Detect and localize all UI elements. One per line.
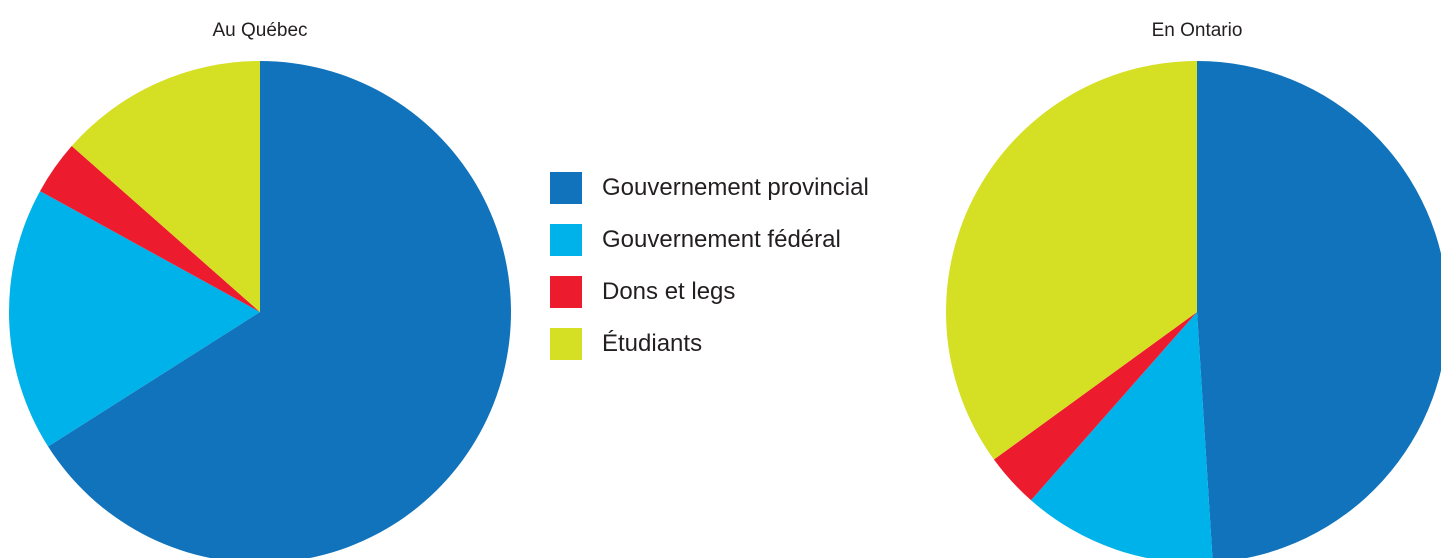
legend: Gouvernement provincial Gouvernement féd… xyxy=(550,172,869,380)
pie-slice-dons-et-legs xyxy=(40,146,260,312)
pie-slice-etudiants xyxy=(946,61,1197,460)
pie-slice-gouvernement-provincial xyxy=(48,61,511,558)
pie-slice-gouvernement-federal xyxy=(9,191,260,447)
legend-swatch-gouvernement-provincial xyxy=(550,172,582,204)
pie-slice-dons-et-legs xyxy=(993,312,1197,501)
legend-item-gouvernement-provincial: Gouvernement provincial xyxy=(550,172,869,204)
legend-swatch-dons-et-legs xyxy=(550,276,582,308)
legend-label: Gouvernement provincial xyxy=(602,174,869,201)
legend-label: Étudiants xyxy=(602,330,703,357)
pie-slice-etudiants xyxy=(71,61,260,312)
legend-item-dons-et-legs: Dons et legs xyxy=(550,276,869,308)
legend-item-etudiants: Étudiants xyxy=(550,328,869,360)
legend-label: Dons et legs xyxy=(602,278,736,305)
legend-swatch-etudiants xyxy=(550,328,582,360)
pie-slice-gouvernement-federal xyxy=(1031,312,1213,558)
legend-label: Gouvernement fédéral xyxy=(602,226,841,253)
pie-slice-gouvernement-provincial xyxy=(1197,61,1441,558)
pie-title-ontario: En Ontario xyxy=(1152,20,1243,41)
pie-title-quebec: Au Québec xyxy=(212,20,307,41)
legend-item-gouvernement-federal: Gouvernement fédéral xyxy=(550,224,869,256)
legend-swatch-gouvernement-federal xyxy=(550,224,582,256)
pie-chart-quebec xyxy=(9,61,511,558)
pie-chart-ontario xyxy=(946,61,1441,558)
